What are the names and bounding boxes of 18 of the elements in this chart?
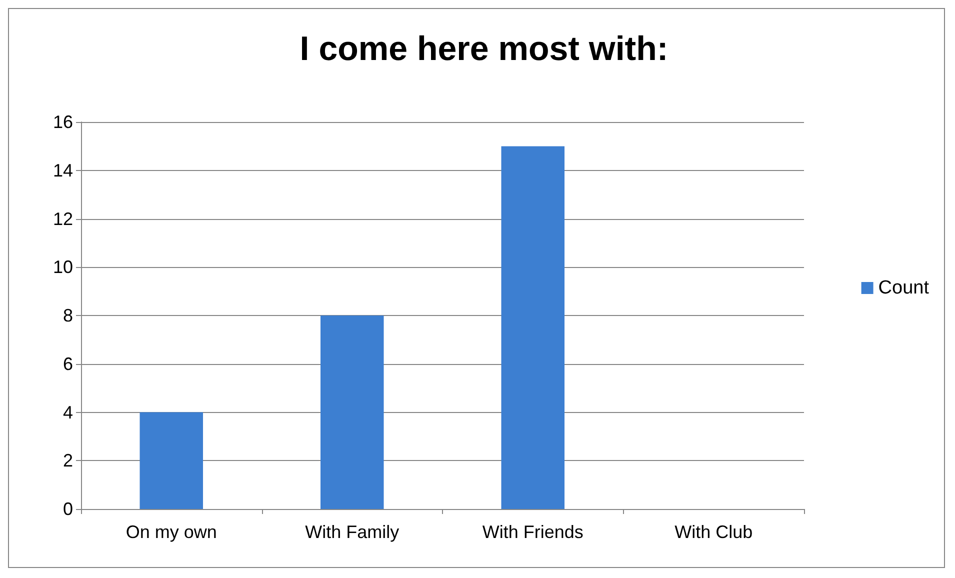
y-tick-label: 4 xyxy=(62,402,73,422)
y-tick-label: 0 xyxy=(62,499,73,519)
legend-label: Count xyxy=(878,278,930,298)
y-tick-label: 10 xyxy=(52,257,73,278)
x-tick-label: With Club xyxy=(674,522,753,542)
chart-title: I come here most with: xyxy=(300,30,668,68)
bar xyxy=(320,316,384,509)
bar xyxy=(140,412,204,509)
y-tick-label: 2 xyxy=(62,450,73,471)
x-tick-label: With Family xyxy=(305,522,400,542)
y-tick-label: 16 xyxy=(52,112,73,132)
y-tick-label: 14 xyxy=(52,160,73,180)
y-tick-label: 8 xyxy=(62,306,73,326)
y-tick-label: 6 xyxy=(62,354,73,374)
x-tick-label: On my own xyxy=(126,522,217,542)
bar xyxy=(501,146,565,509)
y-tick-label: 12 xyxy=(52,208,73,229)
x-tick-label: With Friends xyxy=(482,522,584,542)
